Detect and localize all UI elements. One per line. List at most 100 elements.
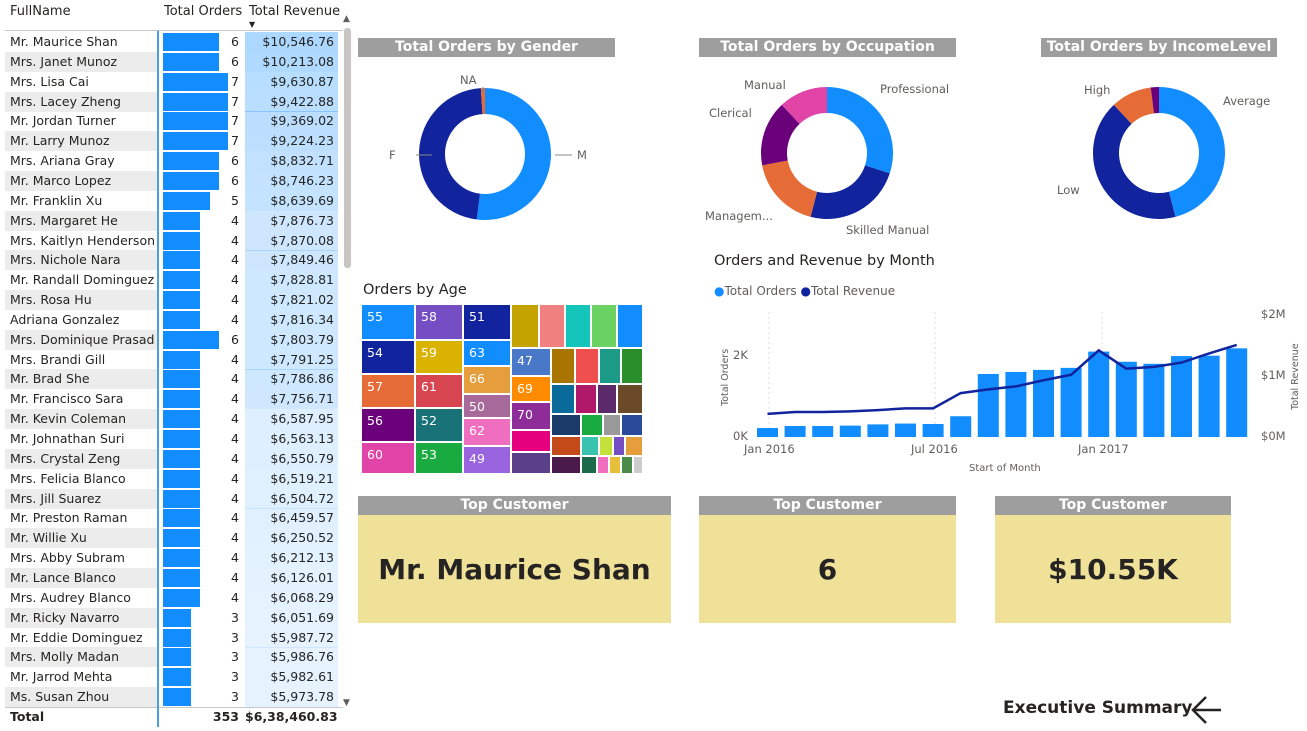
- age-treemap[interactable]: 55 58 51 54 59 63 57 61 66 56 52 50 60 53 62 49 47 69 70: [362, 305, 642, 475]
- treemap-cell[interactable]: [512, 305, 538, 347]
- top-customer-name-card[interactable]: Mr. Maurice Shan: [358, 515, 671, 623]
- treemap-cell[interactable]: [552, 457, 580, 473]
- table-row[interactable]: Mr. Johnathan Suri 4 $6,563.13: [5, 429, 341, 449]
- treemap-cell[interactable]: [582, 457, 596, 473]
- treemap-cell[interactable]: [576, 385, 596, 413]
- treemap-cell[interactable]: [416, 409, 462, 441]
- treemap-cell[interactable]: [592, 305, 616, 347]
- treemap-cell[interactable]: [416, 305, 462, 339]
- table-row[interactable]: Mr. Jordan Turner 7 $9,369.02: [5, 111, 341, 132]
- table-row[interactable]: Mrs. Molly Madan 3 $5,986.76: [5, 647, 341, 668]
- orders-bar-2017-04[interactable]: [1198, 355, 1220, 437]
- orders-bar-2016-02[interactable]: [812, 426, 834, 437]
- executive-summary-link[interactable]: Executive Summary: [1003, 698, 1193, 718]
- treemap-cell[interactable]: [582, 437, 598, 455]
- table-row[interactable]: Mrs. Brandi Gill 4 $7,791.25: [5, 349, 341, 370]
- donut-slice-na[interactable]: [480, 88, 485, 115]
- table-scrollbar[interactable]: ▲ ▼: [343, 14, 352, 708]
- treemap-cell[interactable]: [618, 305, 642, 347]
- table-row[interactable]: Mrs. Felicia Blanco 4 $6,519.21: [5, 468, 341, 489]
- gender-donut[interactable]: NA F M: [358, 58, 618, 238]
- orders-bar-2016-06[interactable]: [922, 423, 944, 437]
- orders-bar-2017-05[interactable]: [1226, 348, 1248, 437]
- table-row[interactable]: Mr. Larry Munoz 7 $9,224.23: [5, 131, 341, 152]
- table-row[interactable]: Mrs. Janet Munoz 6 $10,213.08: [5, 51, 341, 72]
- treemap-cell[interactable]: [598, 385, 616, 413]
- treemap-cell[interactable]: [576, 349, 598, 383]
- table-row[interactable]: Mr. Franklin Xu 5 $8,639.69: [5, 190, 341, 211]
- orders-bar-2017-01[interactable]: [1115, 361, 1137, 437]
- treemap-cell[interactable]: [598, 457, 608, 473]
- orders-bar-2016-04[interactable]: [867, 424, 889, 437]
- donut-slice-other[interactable]: [1150, 87, 1159, 114]
- treemap-cell[interactable]: [552, 349, 574, 383]
- table-row[interactable]: Mrs. Jill Suarez 4 $6,504.72: [5, 488, 341, 509]
- treemap-cell[interactable]: [622, 349, 642, 383]
- donut-slice-skilled-manual[interactable]: [810, 165, 890, 219]
- treemap-cell[interactable]: [604, 415, 620, 435]
- table-row[interactable]: Mr. Kevin Coleman 4 $6,587.95: [5, 409, 341, 430]
- table-row[interactable]: Mr. Francisco Sara 4 $7,756.71: [5, 389, 341, 410]
- treemap-cell[interactable]: [552, 437, 580, 455]
- donut-slice-clerical[interactable]: [761, 104, 800, 166]
- table-row[interactable]: Mr. Marco Lopez 6 $8,746.23: [5, 170, 341, 191]
- table-row[interactable]: Mrs. Crystal Zeng 4 $6,550.79: [5, 448, 341, 469]
- table-row[interactable]: Mr. Ricky Navarro 3 $6,051.69: [5, 607, 341, 628]
- treemap-cell[interactable]: [600, 349, 620, 383]
- top-customer-orders-card[interactable]: 6: [699, 515, 956, 623]
- donut-slice-m[interactable]: [476, 88, 551, 220]
- table-row[interactable]: Mrs. Nichole Nara 4 $7,849.46: [5, 250, 341, 271]
- table-row[interactable]: Mrs. Abby Subram 4 $6,212.13: [5, 548, 341, 569]
- occupation-donut[interactable]: Professional Skilled Manual Managem... C…: [699, 58, 959, 238]
- orders-bar-2016-01[interactable]: [784, 426, 806, 437]
- table-row[interactable]: Mrs. Kaitlyn Henderson 4 $7,870.08: [5, 230, 341, 251]
- treemap-cell[interactable]: [622, 415, 642, 435]
- treemap-cell[interactable]: [552, 385, 574, 413]
- orders-bar-2016-10[interactable]: [1033, 369, 1054, 437]
- treemap-cell[interactable]: [614, 437, 624, 455]
- treemap-cell[interactable]: [464, 367, 510, 393]
- treemap-cell[interactable]: [464, 341, 510, 365]
- orders-bar-2016-09[interactable]: [1005, 371, 1027, 437]
- header-fullname[interactable]: FullName: [10, 4, 71, 19]
- donut-slice-high[interactable]: [1113, 87, 1154, 124]
- donut-slice-managem-[interactable]: [762, 160, 818, 217]
- treemap-cell[interactable]: [416, 375, 462, 407]
- scroll-thumb[interactable]: [344, 28, 351, 268]
- header-total-revenue[interactable]: Total Revenue: [249, 4, 341, 19]
- scroll-down-icon[interactable]: ▼: [343, 698, 350, 708]
- orders-bar-2017-03[interactable]: [1171, 356, 1192, 437]
- orders-bar-2017-02[interactable]: [1143, 363, 1165, 437]
- treemap-cell[interactable]: [362, 443, 414, 473]
- table-row[interactable]: Mrs. Audrey Blanco 4 $6,068.29: [5, 587, 341, 608]
- combo-chart[interactable]: Total Orders Total Revenue 0K 2K $0M $1M…: [705, 300, 1305, 480]
- treemap-cell[interactable]: [512, 403, 550, 429]
- table-row[interactable]: Mr. Brad She 4 $7,786.86: [5, 369, 341, 390]
- treemap-cell[interactable]: [362, 341, 414, 373]
- orders-bar-2016-12[interactable]: [1088, 351, 1110, 437]
- orders-bar-2016-03[interactable]: [839, 425, 861, 437]
- table-row[interactable]: Mr. Maurice Shan 6 $10,546.76: [5, 32, 341, 52]
- treemap-cell[interactable]: [416, 341, 462, 373]
- treemap-cell[interactable]: [622, 457, 632, 473]
- table-row[interactable]: Mrs. Margaret He 4 $7,876.73: [5, 210, 341, 231]
- top-customer-revenue-card[interactable]: $10.55K: [995, 515, 1231, 623]
- treemap-cell[interactable]: [464, 395, 510, 417]
- treemap-cell[interactable]: [618, 385, 642, 413]
- treemap-cell[interactable]: [600, 437, 612, 455]
- table-row[interactable]: Adriana Gonzalez 4 $7,816.34: [5, 309, 341, 330]
- orders-bar-2016-05[interactable]: [895, 423, 916, 437]
- table-row[interactable]: Mr. Eddie Dominguez 3 $5,987.72: [5, 627, 341, 648]
- treemap-cell[interactable]: [626, 437, 642, 455]
- treemap-cell[interactable]: [610, 457, 620, 473]
- treemap-cell[interactable]: [464, 419, 510, 445]
- table-row[interactable]: Ms. Susan Zhou 3 $5,973.78: [5, 687, 341, 708]
- donut-slice-f[interactable]: [419, 88, 483, 220]
- table-row[interactable]: Mr. Jarrod Mehta 3 $5,982.61: [5, 667, 341, 688]
- treemap-cell[interactable]: [582, 415, 602, 435]
- table-row[interactable]: Mrs. Dominique Prasad 6 $7,803.79: [5, 329, 341, 350]
- table-row[interactable]: Mr. Willie Xu 4 $6,250.52: [5, 528, 341, 549]
- table-row[interactable]: Mrs. Rosa Hu 4 $7,821.02: [5, 290, 341, 311]
- table-row[interactable]: Mr. Randall Dominguez 4 $7,828.81: [5, 270, 341, 291]
- table-row[interactable]: Mrs. Ariana Gray 6 $8,832.71: [5, 151, 341, 172]
